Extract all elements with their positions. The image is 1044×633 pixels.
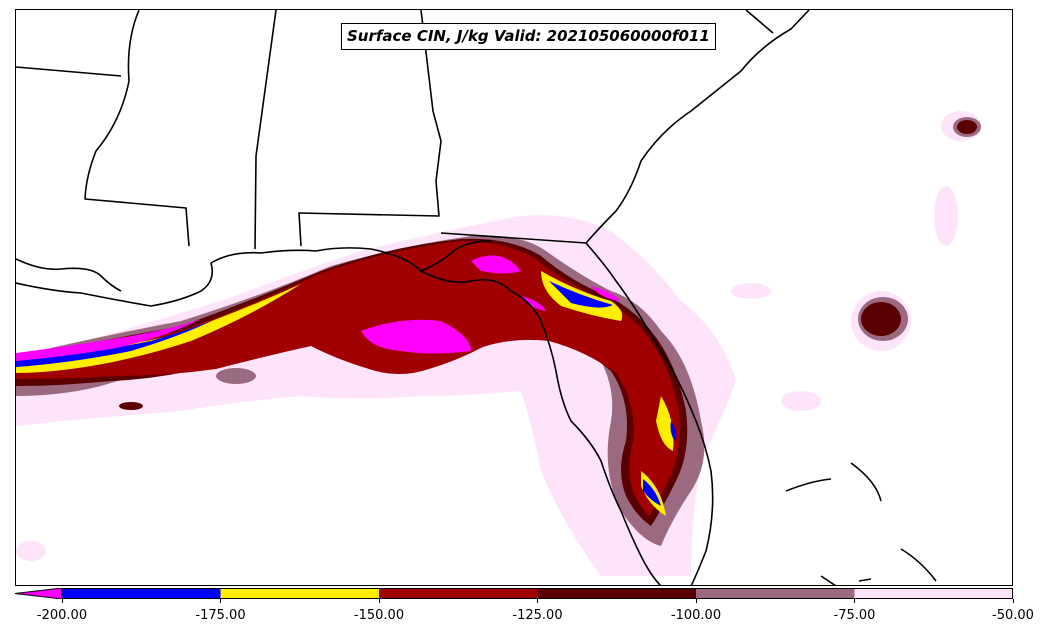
colorbar-bin bbox=[62, 588, 221, 599]
cin-field-magenta bbox=[16, 255, 621, 361]
colorbar-tick-mark bbox=[378, 599, 380, 603]
colorbar-tick-label: -75.00 bbox=[833, 608, 876, 623]
colorbar-tick-label: -150.00 bbox=[353, 608, 405, 623]
cin-map bbox=[16, 10, 981, 585]
colorbar-bin bbox=[537, 588, 696, 599]
colorbar-tick-label: -175.00 bbox=[195, 608, 246, 623]
colorbar-tick-mark bbox=[61, 599, 63, 603]
colorbar-tick-label: -50.00 bbox=[992, 608, 1034, 623]
map-title: Surface CIN, J/kg Valid: 202105060000f01… bbox=[341, 23, 716, 50]
colorbar-tick-mark bbox=[220, 599, 221, 603]
map-panel: Surface CIN, J/kg Valid: 202105060000f01… bbox=[15, 9, 1013, 586]
colorbar-under-triangle bbox=[15, 588, 63, 599]
colorbar bbox=[15, 588, 1013, 599]
colorbar-bin bbox=[220, 588, 379, 599]
colorbar-tick-label: -200.00 bbox=[36, 608, 88, 623]
colorbar-tick-mark bbox=[1012, 599, 1014, 603]
colorbar-border bbox=[61, 588, 1013, 599]
coastline-outlines bbox=[16, 10, 937, 585]
colorbar-tick-mark bbox=[854, 599, 855, 603]
colorbar-bin bbox=[854, 588, 1013, 599]
colorbar-tick-mark bbox=[537, 599, 538, 603]
colorbar-bin bbox=[696, 588, 855, 599]
colorbar-tick-mark bbox=[695, 599, 697, 603]
colorbar-tick-label: -100.00 bbox=[670, 608, 722, 623]
cin-field-red bbox=[16, 241, 680, 516]
colorbar-tick-label: -125.00 bbox=[512, 608, 563, 623]
colorbar-bin bbox=[379, 588, 538, 599]
